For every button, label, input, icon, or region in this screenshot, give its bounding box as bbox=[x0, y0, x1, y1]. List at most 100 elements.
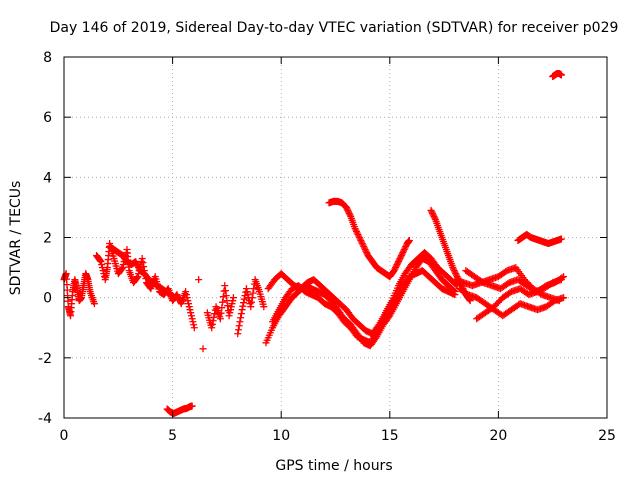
data-point-interp bbox=[134, 262, 142, 270]
data-point bbox=[342, 203, 350, 211]
data-point-interp bbox=[235, 322, 243, 330]
data-point-interp bbox=[190, 321, 198, 329]
data-point bbox=[466, 297, 474, 305]
data-point bbox=[394, 258, 402, 266]
y-tick-label: -4 bbox=[38, 411, 52, 427]
x-tick-label: 0 bbox=[60, 428, 69, 444]
data-point-interp bbox=[345, 208, 353, 216]
data-point-interp bbox=[402, 243, 410, 251]
grid-lines bbox=[64, 57, 607, 418]
data-point-interp bbox=[354, 230, 362, 238]
x-tick-label: 15 bbox=[381, 428, 399, 444]
data-point-interp bbox=[359, 241, 367, 249]
data-point-interp bbox=[236, 318, 244, 326]
data-point-interp bbox=[240, 295, 248, 303]
data-point-interp bbox=[243, 288, 251, 296]
data-point-interp bbox=[227, 306, 235, 314]
data-point-interp bbox=[118, 265, 126, 273]
y-tick-label: -2 bbox=[38, 351, 52, 367]
data-point-interp bbox=[217, 309, 225, 317]
data-point-interp bbox=[430, 212, 438, 220]
data-point-interp bbox=[451, 268, 459, 276]
data-point bbox=[238, 306, 246, 314]
data-point-interp bbox=[184, 297, 192, 305]
data-point-interp bbox=[363, 249, 371, 257]
data-point-interp bbox=[400, 247, 408, 255]
data-point bbox=[427, 206, 435, 214]
data-point bbox=[351, 224, 359, 232]
data-point-interp bbox=[224, 302, 232, 310]
data-point-interp bbox=[358, 240, 366, 248]
data-point bbox=[449, 264, 457, 272]
data-point-interp bbox=[362, 247, 370, 255]
data-point-interp bbox=[189, 318, 197, 326]
data-point-interp bbox=[240, 299, 248, 307]
data-point-interp bbox=[133, 274, 141, 282]
data-point bbox=[242, 285, 250, 293]
data-point-interp bbox=[355, 232, 363, 240]
data-point-interp bbox=[226, 309, 234, 317]
data-point-interp bbox=[227, 303, 235, 311]
data-point bbox=[195, 276, 203, 284]
data-point-interp bbox=[132, 259, 140, 267]
x-axis-label: GPS time / hours bbox=[275, 458, 392, 474]
x-tick-label: 20 bbox=[489, 428, 507, 444]
data-point bbox=[557, 71, 565, 79]
data-point bbox=[247, 303, 255, 311]
data-point-interp bbox=[229, 297, 237, 305]
data-point-interp bbox=[208, 320, 216, 328]
data-point-interp bbox=[398, 250, 406, 258]
data-point-interp bbox=[385, 307, 393, 315]
data-point bbox=[557, 235, 565, 243]
data-point-interp bbox=[400, 246, 408, 254]
data-point-interp bbox=[352, 226, 360, 234]
data-point-interp bbox=[392, 264, 400, 272]
data-point-interp bbox=[133, 261, 141, 269]
data-point bbox=[132, 258, 140, 266]
data-point-interp bbox=[237, 314, 245, 322]
data-point-interp bbox=[353, 229, 361, 237]
data-point-interp bbox=[450, 267, 458, 275]
data-point-interp bbox=[401, 244, 409, 252]
data-point-interp bbox=[185, 303, 193, 311]
data-point-interp bbox=[222, 292, 230, 300]
data-point bbox=[186, 306, 194, 314]
data-point-interp bbox=[188, 315, 196, 323]
data-point-interp bbox=[345, 209, 353, 217]
y-tick-label: 0 bbox=[43, 291, 52, 307]
data-point-interp bbox=[248, 294, 256, 302]
data-point-interp bbox=[397, 252, 405, 260]
data-point bbox=[221, 282, 229, 290]
data-point-interp bbox=[392, 262, 400, 270]
data-point-interp bbox=[396, 255, 404, 263]
data-point-interp bbox=[357, 237, 365, 245]
data-point-interp bbox=[397, 253, 405, 261]
x-tick-label: 25 bbox=[598, 428, 616, 444]
x-tick-label: 10 bbox=[272, 428, 290, 444]
data-point bbox=[119, 264, 127, 272]
data-point bbox=[134, 273, 142, 281]
data-point bbox=[234, 330, 242, 338]
data-point-interp bbox=[221, 287, 229, 295]
data-point-interp bbox=[346, 211, 354, 219]
data-point bbox=[138, 255, 146, 263]
data-point-interp bbox=[187, 309, 195, 317]
data-point-interp bbox=[361, 246, 369, 254]
data-point bbox=[208, 324, 216, 332]
y-tick-label: 4 bbox=[43, 170, 52, 186]
chart-title: Day 146 of 2019, Sidereal Day-to-day VTE… bbox=[50, 20, 619, 36]
data-point-interp bbox=[352, 227, 360, 235]
data-point-interp bbox=[250, 285, 258, 293]
data-point bbox=[399, 249, 407, 257]
data-point-interp bbox=[343, 205, 351, 213]
data-point-interp bbox=[183, 294, 191, 302]
data-point-interp bbox=[246, 300, 254, 308]
data-point-interp bbox=[428, 208, 436, 216]
data-point-interp bbox=[431, 214, 439, 222]
data-point-interp bbox=[237, 310, 245, 318]
data-point-interp bbox=[119, 261, 127, 269]
data-point bbox=[171, 294, 179, 302]
data-point bbox=[190, 324, 198, 332]
data-point-interp bbox=[429, 211, 437, 219]
